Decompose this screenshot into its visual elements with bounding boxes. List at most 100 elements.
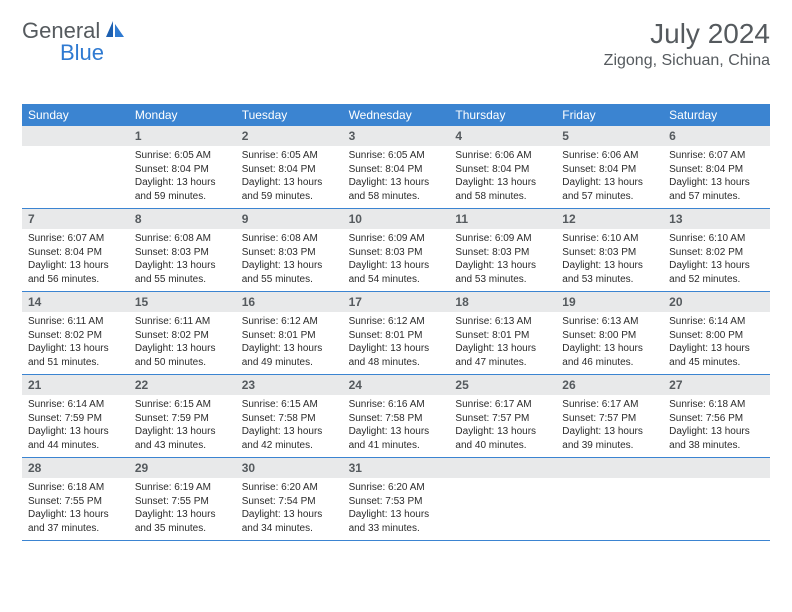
daylight-text: Daylight: 13 hours and 56 minutes.: [28, 259, 123, 286]
sunset-text: Sunset: 8:04 PM: [349, 163, 444, 177]
sunset-text: Sunset: 7:55 PM: [28, 495, 123, 509]
weekday-wednesday: Wednesday: [343, 104, 450, 126]
day-number: [449, 458, 556, 478]
day-cell: 19Sunrise: 6:13 AMSunset: 8:00 PMDayligh…: [556, 292, 663, 374]
daylight-text: Daylight: 13 hours and 55 minutes.: [135, 259, 230, 286]
sunrise-text: Sunrise: 6:14 AM: [669, 315, 764, 329]
daylight-text: Daylight: 13 hours and 57 minutes.: [562, 176, 657, 203]
sunrise-text: Sunrise: 6:20 AM: [349, 481, 444, 495]
day-cell: 16Sunrise: 6:12 AMSunset: 8:01 PMDayligh…: [236, 292, 343, 374]
calendar-page: General July 2024 Zigong, Sichuan, China…: [0, 0, 792, 559]
daylight-text: Daylight: 13 hours and 59 minutes.: [135, 176, 230, 203]
day-details: Sunrise: 6:05 AMSunset: 8:04 PMDaylight:…: [236, 146, 343, 207]
sunset-text: Sunset: 7:53 PM: [349, 495, 444, 509]
day-details: Sunrise: 6:12 AMSunset: 8:01 PMDaylight:…: [343, 312, 450, 373]
day-details: Sunrise: 6:17 AMSunset: 7:57 PMDaylight:…: [556, 395, 663, 456]
day-number: 10: [343, 209, 450, 229]
sunset-text: Sunset: 7:59 PM: [135, 412, 230, 426]
sunrise-text: Sunrise: 6:20 AM: [242, 481, 337, 495]
day-cell: 21Sunrise: 6:14 AMSunset: 7:59 PMDayligh…: [22, 375, 129, 457]
sunset-text: Sunset: 8:00 PM: [669, 329, 764, 343]
title-block: July 2024 Zigong, Sichuan, China: [604, 18, 770, 70]
day-details: Sunrise: 6:17 AMSunset: 7:57 PMDaylight:…: [449, 395, 556, 456]
day-cell: [663, 458, 770, 540]
day-number: 23: [236, 375, 343, 395]
sunrise-text: Sunrise: 6:07 AM: [669, 149, 764, 163]
day-number: 5: [556, 126, 663, 146]
sunset-text: Sunset: 8:04 PM: [242, 163, 337, 177]
sunset-text: Sunset: 7:57 PM: [562, 412, 657, 426]
day-details: Sunrise: 6:08 AMSunset: 8:03 PMDaylight:…: [129, 229, 236, 290]
day-cell: 13Sunrise: 6:10 AMSunset: 8:02 PMDayligh…: [663, 209, 770, 291]
day-details: Sunrise: 6:05 AMSunset: 8:04 PMDaylight:…: [129, 146, 236, 207]
day-cell: 29Sunrise: 6:19 AMSunset: 7:55 PMDayligh…: [129, 458, 236, 540]
day-details: Sunrise: 6:13 AMSunset: 8:00 PMDaylight:…: [556, 312, 663, 373]
day-details: Sunrise: 6:20 AMSunset: 7:54 PMDaylight:…: [236, 478, 343, 539]
day-details: Sunrise: 6:15 AMSunset: 7:59 PMDaylight:…: [129, 395, 236, 456]
day-details: Sunrise: 6:19 AMSunset: 7:55 PMDaylight:…: [129, 478, 236, 539]
day-number: [22, 126, 129, 146]
day-number: 9: [236, 209, 343, 229]
day-details: Sunrise: 6:09 AMSunset: 8:03 PMDaylight:…: [343, 229, 450, 290]
week-row: 28Sunrise: 6:18 AMSunset: 7:55 PMDayligh…: [22, 458, 770, 541]
day-cell: 30Sunrise: 6:20 AMSunset: 7:54 PMDayligh…: [236, 458, 343, 540]
daylight-text: Daylight: 13 hours and 38 minutes.: [669, 425, 764, 452]
daylight-text: Daylight: 13 hours and 37 minutes.: [28, 508, 123, 535]
sunset-text: Sunset: 8:03 PM: [242, 246, 337, 260]
day-number: 25: [449, 375, 556, 395]
sunset-text: Sunset: 8:01 PM: [349, 329, 444, 343]
day-number: 1: [129, 126, 236, 146]
day-cell: 20Sunrise: 6:14 AMSunset: 8:00 PMDayligh…: [663, 292, 770, 374]
day-cell: 14Sunrise: 6:11 AMSunset: 8:02 PMDayligh…: [22, 292, 129, 374]
sunrise-text: Sunrise: 6:10 AM: [669, 232, 764, 246]
day-number: 22: [129, 375, 236, 395]
sunrise-text: Sunrise: 6:15 AM: [135, 398, 230, 412]
location-label: Zigong, Sichuan, China: [604, 52, 770, 70]
daylight-text: Daylight: 13 hours and 47 minutes.: [455, 342, 550, 369]
daylight-text: Daylight: 13 hours and 35 minutes.: [135, 508, 230, 535]
day-cell: 24Sunrise: 6:16 AMSunset: 7:58 PMDayligh…: [343, 375, 450, 457]
sunrise-text: Sunrise: 6:09 AM: [455, 232, 550, 246]
daylight-text: Daylight: 13 hours and 40 minutes.: [455, 425, 550, 452]
day-number: 2: [236, 126, 343, 146]
sunset-text: Sunset: 8:01 PM: [455, 329, 550, 343]
sunrise-text: Sunrise: 6:08 AM: [242, 232, 337, 246]
day-details: Sunrise: 6:08 AMSunset: 8:03 PMDaylight:…: [236, 229, 343, 290]
daylight-text: Daylight: 13 hours and 58 minutes.: [349, 176, 444, 203]
sunset-text: Sunset: 8:03 PM: [135, 246, 230, 260]
day-number: 24: [343, 375, 450, 395]
sunrise-text: Sunrise: 6:06 AM: [562, 149, 657, 163]
day-number: 11: [449, 209, 556, 229]
day-number: 4: [449, 126, 556, 146]
day-cell: 1Sunrise: 6:05 AMSunset: 8:04 PMDaylight…: [129, 126, 236, 208]
sunset-text: Sunset: 7:56 PM: [669, 412, 764, 426]
day-number: 6: [663, 126, 770, 146]
calendar-grid: Sunday Monday Tuesday Wednesday Thursday…: [22, 104, 770, 541]
daylight-text: Daylight: 13 hours and 43 minutes.: [135, 425, 230, 452]
day-number: 13: [663, 209, 770, 229]
day-cell: [556, 458, 663, 540]
day-number: 12: [556, 209, 663, 229]
day-number: 16: [236, 292, 343, 312]
day-number: 31: [343, 458, 450, 478]
sunrise-text: Sunrise: 6:05 AM: [135, 149, 230, 163]
daylight-text: Daylight: 13 hours and 34 minutes.: [242, 508, 337, 535]
daylight-text: Daylight: 13 hours and 42 minutes.: [242, 425, 337, 452]
logo-blue-row: Blue: [60, 40, 104, 66]
sunrise-text: Sunrise: 6:13 AM: [562, 315, 657, 329]
day-details: Sunrise: 6:11 AMSunset: 8:02 PMDaylight:…: [129, 312, 236, 373]
day-cell: [449, 458, 556, 540]
day-details: Sunrise: 6:10 AMSunset: 8:02 PMDaylight:…: [663, 229, 770, 290]
sunset-text: Sunset: 7:59 PM: [28, 412, 123, 426]
sunrise-text: Sunrise: 6:09 AM: [349, 232, 444, 246]
month-title: July 2024: [604, 18, 770, 50]
week-row: 1Sunrise: 6:05 AMSunset: 8:04 PMDaylight…: [22, 126, 770, 209]
day-number: 30: [236, 458, 343, 478]
day-details: Sunrise: 6:14 AMSunset: 8:00 PMDaylight:…: [663, 312, 770, 373]
day-number: 8: [129, 209, 236, 229]
day-cell: 3Sunrise: 6:05 AMSunset: 8:04 PMDaylight…: [343, 126, 450, 208]
sunrise-text: Sunrise: 6:05 AM: [349, 149, 444, 163]
daylight-text: Daylight: 13 hours and 59 minutes.: [242, 176, 337, 203]
day-number: 18: [449, 292, 556, 312]
day-cell: 6Sunrise: 6:07 AMSunset: 8:04 PMDaylight…: [663, 126, 770, 208]
